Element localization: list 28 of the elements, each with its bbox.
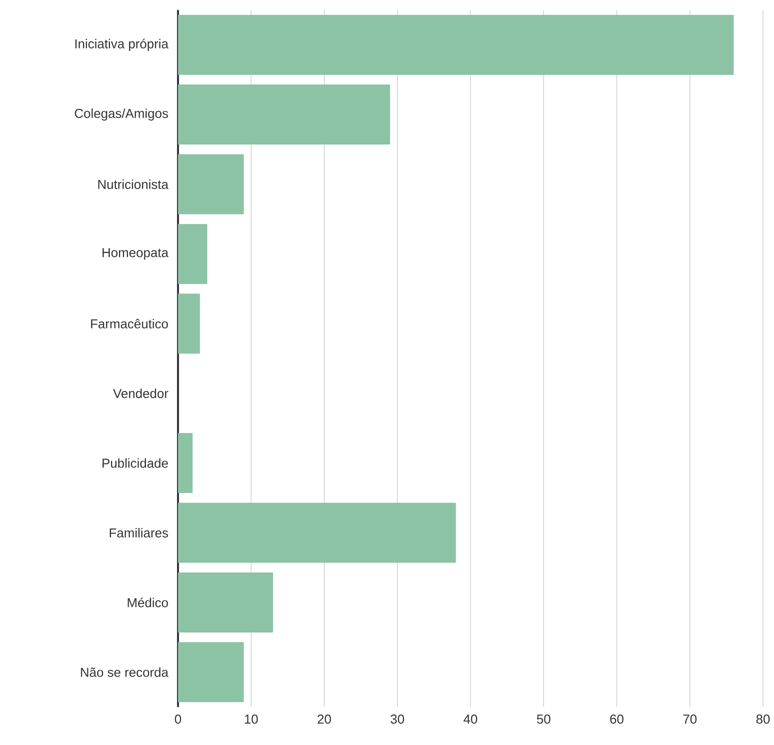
y-tick-label: Não se recorda	[80, 667, 168, 677]
x-tick-label: 20	[318, 714, 331, 724]
y-tick-label: Vendedor	[113, 388, 168, 398]
y-tick-label: Familiares	[110, 528, 168, 538]
bar	[178, 294, 200, 354]
y-tick-label: Nutricionista	[98, 179, 168, 190]
bar	[178, 642, 244, 702]
bar	[178, 224, 208, 284]
x-tick-label: 60	[610, 714, 624, 724]
y-tick-label: Homeopata	[102, 248, 168, 260]
bar	[178, 502, 456, 563]
x-tick-label: 10	[244, 714, 258, 724]
bar	[178, 154, 244, 214]
bar	[178, 84, 390, 145]
x-tick-label: 70	[683, 714, 697, 724]
bar	[178, 572, 274, 632]
x-tick-label: 40	[464, 714, 478, 724]
x-tick-label: 80	[756, 714, 770, 724]
x-tick-label: 50	[536, 714, 550, 724]
x-tick-label: 0	[174, 714, 182, 724]
y-tick-label: Colegas/Amigos	[74, 108, 168, 121]
y-tick-label: Publicidade	[102, 458, 168, 468]
y-tick-label: Farmacêutico	[91, 318, 168, 328]
bar	[178, 14, 734, 75]
x-tick-label: 30	[390, 714, 404, 724]
bar	[178, 433, 193, 494]
y-tick-label: Médico	[128, 598, 168, 608]
y-tick-label: Iniciativa própria	[75, 38, 168, 51]
